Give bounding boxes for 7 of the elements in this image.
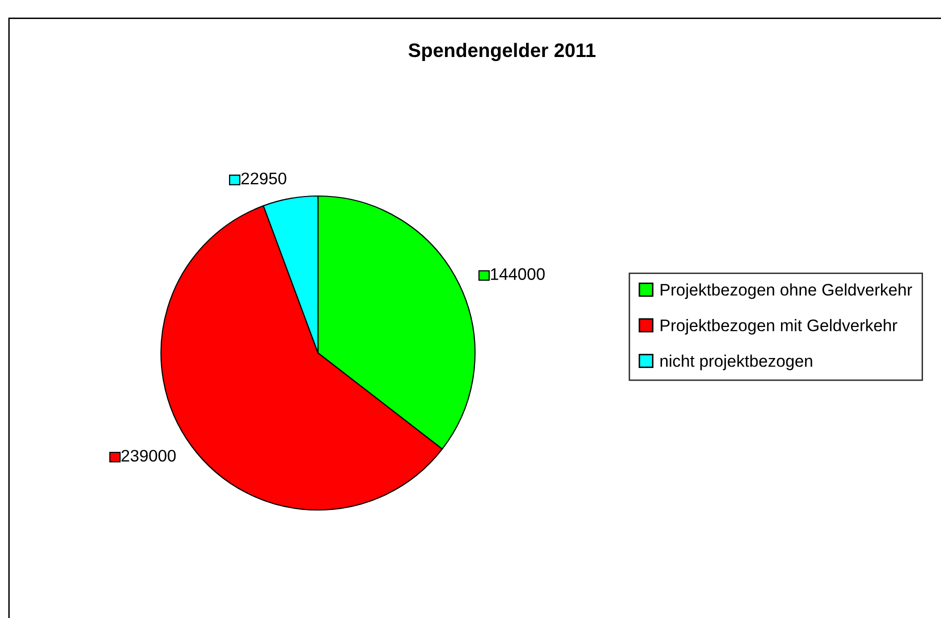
data-label: 144000: [491, 268, 545, 280]
chart-title: Spendengelder 2011: [408, 42, 596, 62]
legend-label: Projektbezogen ohne Geldverkehr: [660, 283, 912, 299]
data-label: 22950: [241, 172, 286, 184]
legend-label: nicht projektbezogen: [660, 354, 812, 370]
data-label: 239000: [122, 450, 176, 462]
legend-label: Projektbezogen mit Geldverkehr: [660, 319, 898, 335]
